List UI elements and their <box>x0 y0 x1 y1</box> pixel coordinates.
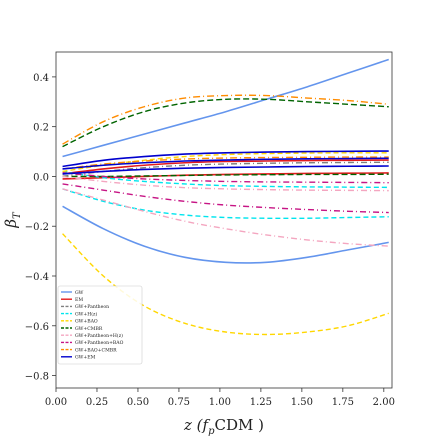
legend-label: GW+H(z) <box>75 310 97 317</box>
series-line-0 <box>62 58 389 158</box>
x-tick-label: 1.75 <box>332 397 354 408</box>
legend-label: GW <box>75 290 84 296</box>
y-tick-label: −0.4 <box>25 272 49 283</box>
y-ticks: 0.4 0.2 0.0 −0.2 −0.4 −0.6 −0.8 <box>25 73 56 383</box>
series-line-1 <box>62 205 389 264</box>
series-line-8 <box>62 152 389 173</box>
x-label-main: z ( <box>183 416 204 434</box>
series-line-14 <box>62 172 389 184</box>
series-line-16 <box>62 156 389 170</box>
series-line-9 <box>62 98 389 148</box>
x-ticks: 0.00 0.25 0.50 0.75 1.00 1.25 1.50 1.75 2.00 <box>45 388 395 408</box>
x-label-sub: p <box>208 426 215 436</box>
x-tick-label: 1.00 <box>209 397 231 408</box>
x-tick-label: 0.50 <box>127 397 149 408</box>
series-line-5 <box>62 188 389 220</box>
series-line-2 <box>62 159 389 175</box>
y-tick-label: 0.2 <box>33 123 49 134</box>
legend-label: GW+BAO+CMBR <box>75 347 117 353</box>
y-tick-label: 0.4 <box>33 73 49 84</box>
x-tick-label: 1.50 <box>291 397 313 408</box>
x-tick-label: 2.00 <box>373 397 395 408</box>
y-tick-label: −0.6 <box>25 322 49 333</box>
plot-frame <box>55 51 393 389</box>
legend-label: GW+Pantheon+BAO <box>75 340 124 346</box>
y-tick-label: −0.8 <box>25 372 49 383</box>
legend-label: GW+BAO <box>75 319 98 325</box>
x-label-tail: CDM ) <box>215 416 264 434</box>
x-tick-label: 1.25 <box>250 397 272 408</box>
x-label-sym: f <box>202 416 211 434</box>
legend-label: GW+Pantheon+H(z) <box>75 332 123 339</box>
y-axis-label: βT <box>2 211 23 229</box>
series-line-18 <box>62 157 389 170</box>
legend-box <box>57 285 143 365</box>
series-line-12 <box>62 175 389 192</box>
y-tick-label: −0.2 <box>25 222 49 233</box>
series-line-13 <box>62 183 389 214</box>
y-tick-label: 0.0 <box>33 172 49 183</box>
series-line-6 <box>62 170 389 189</box>
x-tick-label: 0.75 <box>168 397 190 408</box>
x-axis-label: z (fpCDM ) <box>183 416 264 436</box>
series-line-17 <box>62 150 389 168</box>
x-tick-label: 0.00 <box>45 397 67 408</box>
x-tick-label: 0.25 <box>86 397 108 408</box>
legend-label: GW+EM <box>75 355 96 361</box>
series-layer <box>62 58 389 336</box>
y-label-sub: T <box>12 211 23 219</box>
legend: GWEMGW+PantheonGW+H(z)GW+BAOGW+CMBRGW+Pa… <box>57 285 143 365</box>
series-line-11 <box>62 188 389 247</box>
legend-label: GW+Pantheon <box>75 304 109 310</box>
y-label-main: β <box>2 219 20 229</box>
legend-label: EM <box>75 297 83 303</box>
legend-label: GW+CMBR <box>75 326 103 332</box>
series-line-10 <box>62 173 389 178</box>
series-line-15 <box>62 94 389 145</box>
series-line-19 <box>62 165 389 175</box>
